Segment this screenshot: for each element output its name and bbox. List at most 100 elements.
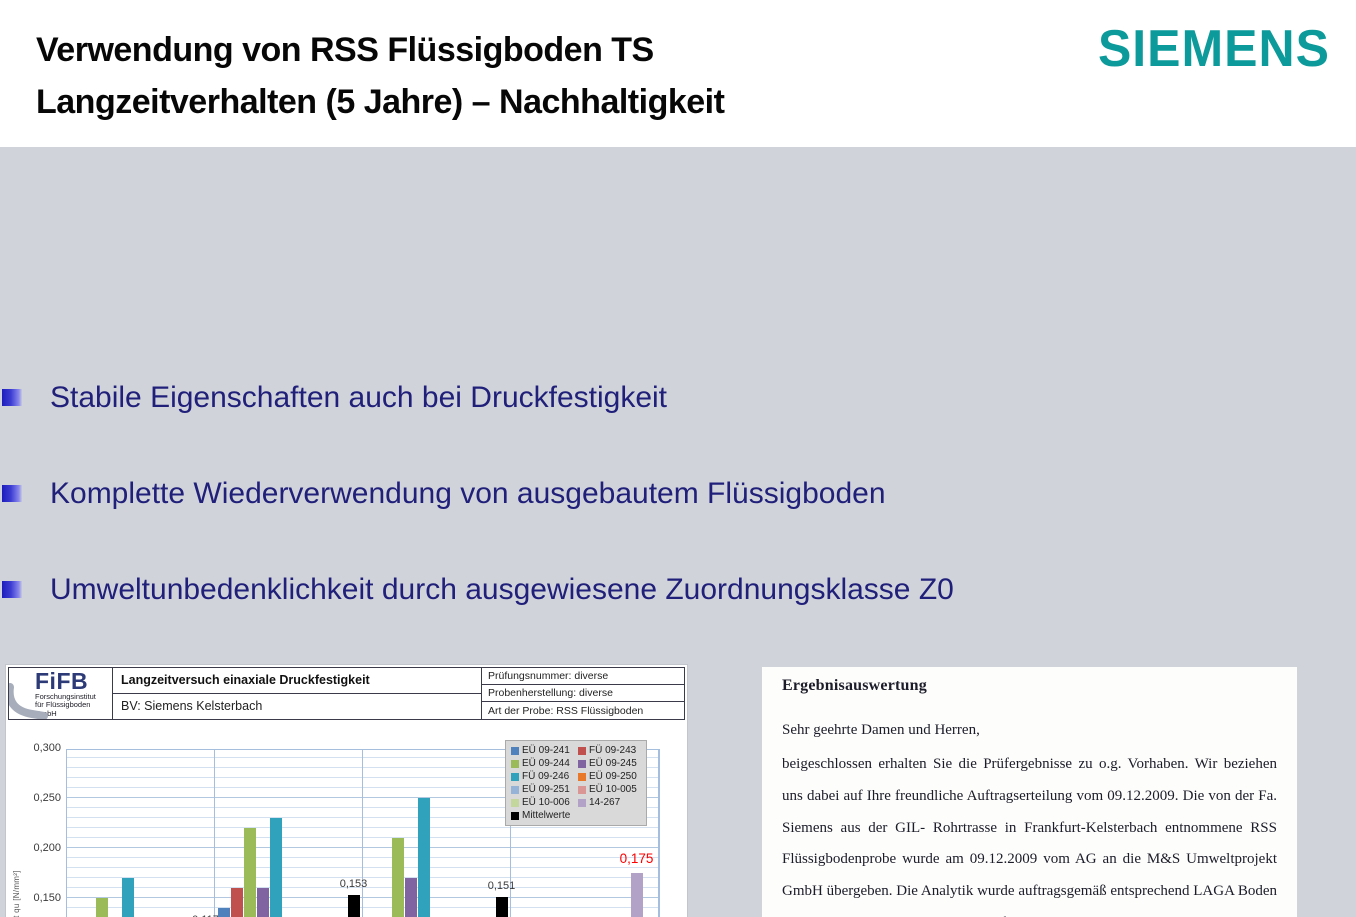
bullet-square-icon [2,581,22,598]
bullet-item: Umweltunbedenklichkeit durch ausgewiesen… [0,571,1336,608]
bar-slot: 0,117 [192,750,219,917]
legend-item: EÜ 09-251 [511,784,574,795]
bar-slot: 0,175 [620,750,653,917]
bullet-text: Komplette Wiederverwendung von ausgebaut… [50,477,886,510]
legend-label: EÜ 10-005 [589,784,637,795]
result-letter-panel: Ergebnisauswertung Sehr geehrte Damen un… [762,667,1297,917]
report-title: Langzeitversuch einaxiale Druckfestigkei… [113,668,481,694]
report-meta-probenherstellung: Probenherstellung: diverse [482,685,684,702]
bar-FÜ 09-243 [230,888,243,917]
bar-EÜ 09-244 [391,838,404,917]
bar-slot: 0,151 [488,750,515,917]
chart-legend: EÜ 09-241 FÜ 09-243 EÜ 09-244 EÜ 09-245 FÜ 0… [505,740,647,826]
legend-label: Mittelwerte [522,810,571,821]
bar-FÜ 09-246 [269,818,282,917]
legend-item: EÜ 10-005 [578,784,641,795]
bullet-square-icon [2,389,22,406]
fifb-subline1: Forschungsinstitut [35,691,96,701]
letter-heading: Ergebnisauswertung [782,677,927,694]
bar-value-label: 0,117 [192,914,219,917]
slide-title-line2: Langzeitverhalten (5 Jahre) – Nachhaltig… [36,83,725,121]
y-axis-tick: 0,200 [33,842,61,854]
legend-item: Mittelwerte [511,810,574,821]
fifb-logo: FiFB Forschungsinstitut für Flüssigboden… [9,668,113,719]
bar-EÜ 09-244 [243,828,256,917]
legend-item: EÜ 09-241 [511,745,574,756]
bar-value-label: 0,151 [487,880,516,892]
bar-slot [95,750,108,917]
bar-EÜ 09-241 [217,908,230,917]
bar-slot [417,750,430,917]
legend-item: EÜ 10-006 [511,797,574,808]
legend-swatch-icon [511,785,519,794]
bar-slot [322,750,334,917]
bar-slot [217,750,230,917]
bar-slot: 0,153 [340,750,367,917]
chart-group: 0,153 [215,750,367,917]
letter-body: beigeschlossen erhalten Sie die Prüferge… [782,756,1278,917]
legend-swatch-icon [578,798,586,807]
bullet-list: Stabile Eigenschaften auch bei Druckfest… [0,379,1336,667]
bullet-text: Stabile Eigenschaften auch bei Druckfest… [50,381,668,414]
legend-swatch-icon [511,759,519,768]
bar-slot [70,750,82,917]
bar-slot [391,750,404,917]
header-band: Verwendung von RSS Flüssigboden TS Langz… [0,0,1356,147]
bar-slot [269,750,282,917]
chart-group: 0,175 [511,750,659,917]
y-axis-tick: 0,150 [33,892,61,904]
bullet-item: Stabile Eigenschaften auch bei Druckfest… [0,379,1336,416]
chart-group: 0,151 [363,750,515,917]
bullet-item: Komplette Wiederverwendung von ausgebaut… [0,475,1336,512]
bar-EÜ 09-245 [256,888,269,917]
legend-item: EÜ 09-250 [578,771,641,782]
bar-14-267: 0,175 [620,851,653,917]
siemens-logo: SIEMENS [1097,19,1330,78]
bar-slot [161,750,173,917]
legend-label: EÜ 10-006 [522,797,570,808]
bar-FÜ 09-246 [417,798,430,917]
bar-slot [256,750,269,917]
bar-slot [135,750,147,917]
bar-slot [296,750,308,917]
legend-swatch-icon [511,811,519,820]
bar-slot [230,750,243,917]
bar-slot [243,750,256,917]
legend-label: EÜ 09-250 [589,771,637,782]
bar-slot [187,750,199,917]
legend-item: EÜ 09-245 [578,758,641,769]
bar-slot [174,750,186,917]
y-axis-title: Einaxiale Druckfestigkeit qu [N/mm²] [12,835,21,917]
legend-item: FÜ 09-243 [578,745,641,756]
bar-slot [379,750,391,917]
legend-label: EÜ 09-245 [589,758,637,769]
chart-group: 0,117 [67,750,219,917]
fifb-swoosh-icon [9,683,48,719]
bar-slot [366,750,378,917]
slide-title: Verwendung von RSS Flüssigboden TS Langz… [36,24,725,128]
slide-title-line1: Verwendung von RSS Flüssigboden TS [36,31,654,69]
bar-slot [470,750,482,917]
fifb-acronym: FiFB [35,668,89,694]
legend-swatch-icon [578,772,586,781]
y-axis-tick: 0,300 [33,742,61,754]
legend-swatch-icon [511,772,519,781]
legend-swatch-icon [578,759,586,768]
y-axis-tick: 0,250 [33,792,61,804]
bar-EÜ 09-244 [95,898,108,917]
bar-slot [335,750,347,917]
test-report-panel: FiFB Forschungsinstitut für Flüssigboden… [5,664,688,917]
legend-item: FÜ 09-246 [511,771,574,782]
legend-swatch-icon [578,746,586,755]
legend-label: EÜ 09-241 [522,745,570,756]
bar-slot [431,750,443,917]
bar-Mittelwerte: 0,151 [488,880,515,917]
legend-swatch-icon [511,746,519,755]
report-title-cell: Langzeitversuch einaxiale Druckfestigkei… [113,668,482,719]
bar-EÜ 09-245 [404,878,417,917]
report-meta-artderprobe: Art der Probe: RSS Flüssigboden [488,704,644,717]
chart-plot-area: 0,1170,1530,1510,1750,0000,0500,1000,150… [33,740,660,917]
legend-label: 14-267 [589,797,621,808]
legend-label: EÜ 09-244 [522,758,570,769]
